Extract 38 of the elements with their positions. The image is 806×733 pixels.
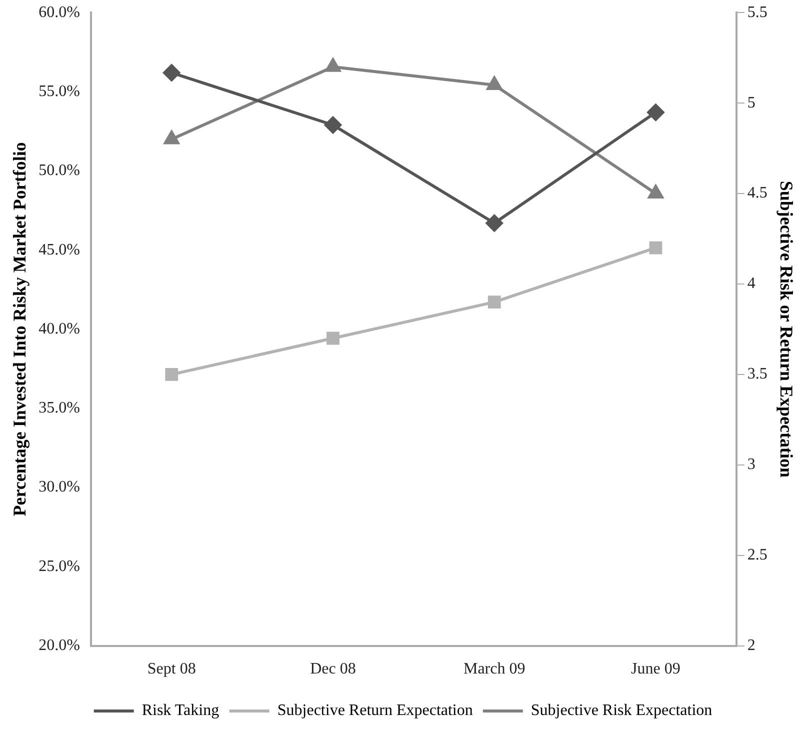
x-tick-label: Sept 08	[147, 660, 196, 678]
point	[165, 368, 178, 381]
y2-tick-label: 2.5	[747, 546, 768, 564]
point	[163, 64, 180, 82]
point	[324, 116, 342, 134]
y-tick-label: 20.0%	[38, 637, 80, 654]
legend-label: Subjective Risk Expectation	[530, 702, 712, 720]
y-axis-title: Percentage Invested Into Risky Market Portfolio	[9, 142, 30, 516]
y2-tick-label: 2	[747, 637, 756, 654]
point	[488, 296, 501, 309]
y2-tick-label: 5	[747, 94, 756, 112]
y-tick-label: 45.0%	[38, 241, 80, 258]
legend-label: Risk Taking	[142, 702, 220, 720]
point	[325, 58, 341, 72]
y2-tick-label: 4.5	[747, 184, 768, 202]
legend-label: Subjective Return Expectation	[277, 702, 473, 720]
point	[648, 185, 664, 199]
y2-tick-label: 3.5	[747, 366, 768, 383]
x-tick-label: Dec 08	[310, 660, 356, 678]
y-tick-label: 60.0%	[38, 4, 80, 21]
y-tick-label: 40.0%	[38, 320, 80, 338]
point	[486, 76, 502, 90]
y-tick-label: 25.0%	[38, 558, 80, 575]
point	[486, 214, 503, 232]
x-tick-label: June 09	[631, 660, 680, 678]
y-tick-label: 30.0%	[38, 478, 80, 496]
point	[164, 130, 180, 144]
y2-tick-label: 5.5	[747, 4, 768, 21]
y-tick-label: 55.0%	[38, 82, 80, 100]
y2-tick-label: 4	[747, 275, 756, 292]
x-tick-label: March 09	[463, 660, 526, 678]
y-tick-label: 35.0%	[38, 400, 80, 417]
y2-axis-title: Subjective Risk or Return Expectation	[776, 180, 797, 478]
y2-tick-label: 3	[747, 456, 756, 474]
point	[647, 104, 664, 121]
y-tick-label: 50.0%	[38, 162, 80, 180]
point	[649, 241, 662, 254]
point	[326, 332, 340, 345]
